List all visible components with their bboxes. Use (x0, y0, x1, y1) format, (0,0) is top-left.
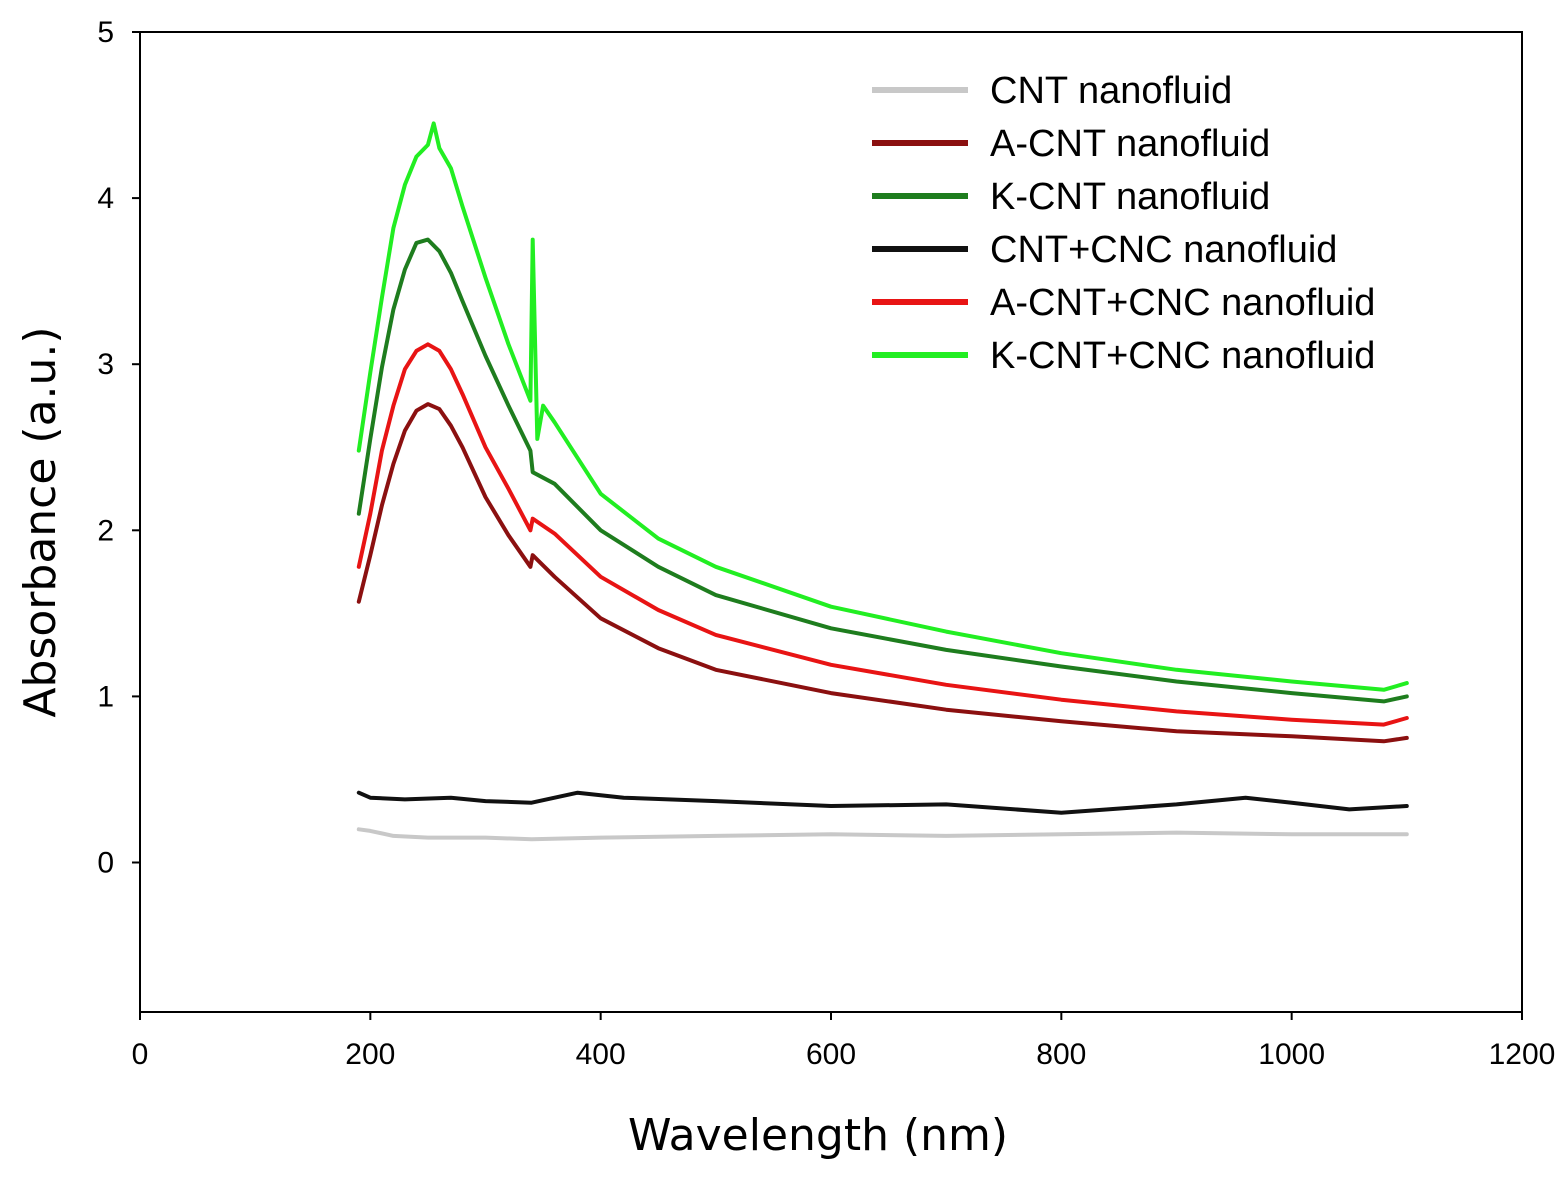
x-tick-label: 800 (1036, 1038, 1086, 1071)
legend-label-1: A-CNT nanofluid (990, 123, 1270, 165)
x-axis-title: Wavelength (nm) (628, 1110, 1008, 1161)
y-tick-label: 4 (97, 182, 114, 215)
x-tick-label: 400 (576, 1038, 626, 1071)
legend-label-5: K-CNT+CNC nanofluid (990, 335, 1375, 377)
y-axis-title: Absorbance (a.u.) (15, 326, 66, 717)
legend-label-4: A-CNT+CNC nanofluid (990, 282, 1375, 324)
x-tick-label: 200 (345, 1038, 395, 1071)
legend-label-3: CNT+CNC nanofluid (990, 229, 1337, 271)
legend-label-0: CNT nanofluid (990, 70, 1232, 112)
legend: CNT nanofluid A-CNT nanofluid K-CNT nanofl… (872, 70, 1375, 377)
x-tick-label: 600 (806, 1038, 856, 1071)
series-line-4 (356, 342, 1409, 727)
tick-layer: 0 200 400 600 800 1000 1200 0 1 2 3 4 5 (97, 16, 1555, 1071)
series-line-1 (356, 402, 1409, 744)
y-tick-label: 2 (97, 514, 114, 547)
plot-frame (139, 31, 1523, 1013)
y-tick-label: 0 (97, 847, 114, 880)
y-tick-label: 5 (97, 16, 114, 49)
series-line-0 (356, 827, 1409, 842)
x-tick-label: 1000 (1258, 1038, 1325, 1071)
x-tick-label: 1200 (1489, 1038, 1556, 1071)
y-tick-label: 3 (97, 348, 114, 381)
series-line-2 (356, 237, 1409, 704)
series-line-5 (356, 121, 1409, 692)
legend-label-2: K-CNT nanofluid (990, 176, 1270, 218)
x-tick-label: 0 (132, 1038, 149, 1071)
series-line-3 (356, 790, 1409, 815)
y-tick-label: 1 (97, 680, 114, 713)
series-layer (356, 121, 1409, 842)
